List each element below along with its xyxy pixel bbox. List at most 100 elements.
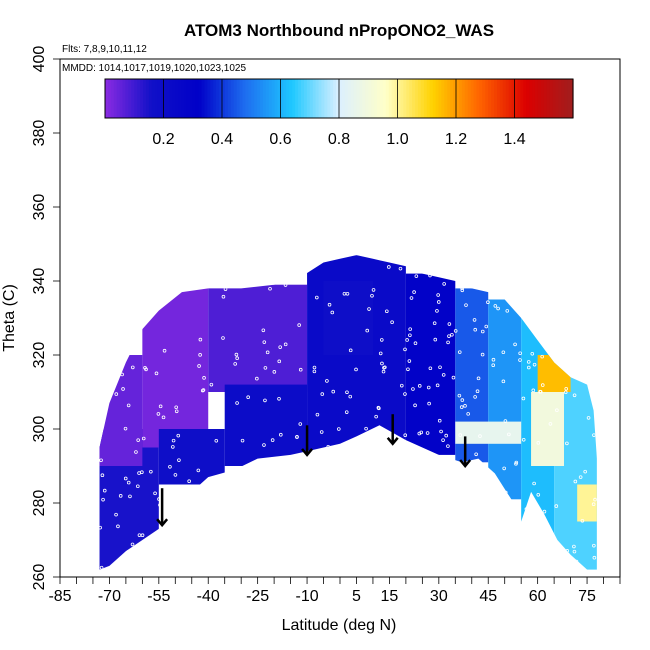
colorbar-swatch xyxy=(435,79,440,118)
sample-point xyxy=(544,306,549,310)
sample-point xyxy=(174,405,178,410)
sample-point xyxy=(548,422,553,426)
colorbar-swatch xyxy=(110,79,115,118)
sample-point xyxy=(436,293,440,297)
colorbar-swatch xyxy=(309,79,314,118)
heatmap-cell-16 xyxy=(323,281,373,355)
sample-point xyxy=(202,376,206,380)
sample-point xyxy=(507,432,511,437)
sample-point xyxy=(198,557,202,562)
sample-point xyxy=(507,276,511,281)
sample-point xyxy=(222,496,227,501)
colorbar-swatch xyxy=(303,79,308,118)
sample-point xyxy=(499,257,504,262)
sample-point xyxy=(315,412,320,417)
sample-point xyxy=(382,365,386,370)
sample-point xyxy=(379,498,384,502)
y-tick-label: 380 xyxy=(31,120,48,147)
sample-point xyxy=(173,273,178,277)
sample-point xyxy=(385,309,389,314)
sample-point xyxy=(242,492,247,497)
sample-point xyxy=(355,445,359,450)
sample-point xyxy=(310,473,315,478)
colorbar-swatch xyxy=(324,79,328,118)
colorbar-swatch xyxy=(423,79,428,118)
sample-point xyxy=(201,530,206,534)
colorbar-swatch xyxy=(543,79,548,118)
y-tick-label: 300 xyxy=(31,416,48,443)
sample-point xyxy=(123,322,128,327)
sample-point xyxy=(470,539,475,544)
sample-point xyxy=(476,480,480,484)
sample-point xyxy=(536,492,541,497)
sample-point xyxy=(174,409,179,414)
sample-point xyxy=(326,472,330,477)
sample-point xyxy=(527,365,531,370)
sample-point xyxy=(408,333,412,338)
sample-point xyxy=(331,389,336,394)
sample-point xyxy=(378,351,383,356)
sample-point xyxy=(444,550,449,555)
sample-point xyxy=(563,390,568,395)
sample-point xyxy=(350,528,355,533)
sample-point xyxy=(368,444,373,449)
sample-point xyxy=(221,336,225,340)
sample-point xyxy=(575,355,579,360)
sample-point xyxy=(221,294,226,299)
sample-point xyxy=(102,488,107,493)
sample-point xyxy=(353,515,358,519)
colorbar-swatch xyxy=(292,79,296,118)
sample-point xyxy=(147,300,151,305)
sample-point xyxy=(295,560,299,565)
sample-point xyxy=(319,430,324,434)
sample-point xyxy=(551,323,555,327)
sample-point xyxy=(153,491,157,496)
sample-point xyxy=(502,466,506,471)
sample-point xyxy=(550,351,554,355)
heatmap-cell-9 xyxy=(488,299,522,500)
sample-point xyxy=(161,415,166,420)
colorbar-swatch xyxy=(371,79,375,118)
sample-point xyxy=(187,479,191,484)
sample-point xyxy=(450,332,454,337)
sample-point xyxy=(403,392,407,396)
colorbar-swatch xyxy=(382,79,387,118)
sample-point xyxy=(261,328,266,333)
colorbar-swatch xyxy=(192,79,197,118)
sample-point xyxy=(279,432,283,437)
sample-point xyxy=(235,356,239,361)
sample-point xyxy=(134,450,138,454)
colorbar-tick-label: 1.0 xyxy=(386,131,408,148)
sample-point xyxy=(280,463,284,468)
colorbar-swatch xyxy=(534,79,539,118)
colorbar-swatch xyxy=(400,79,404,118)
arrow-head-3 xyxy=(459,459,472,468)
sample-point xyxy=(136,438,140,442)
colorbar-swatch xyxy=(289,79,293,118)
colorbar-swatch xyxy=(116,79,121,118)
colorbar-swatch xyxy=(564,79,568,118)
colorbar-swatch xyxy=(561,79,565,118)
sample-point xyxy=(365,328,370,333)
sample-point xyxy=(345,390,349,395)
sample-point xyxy=(200,492,205,496)
sample-point xyxy=(328,255,333,258)
colorbar-swatch xyxy=(181,79,185,118)
sample-point xyxy=(177,284,182,289)
colorbar-swatch xyxy=(394,79,399,118)
sample-point xyxy=(412,521,416,526)
colorbar-swatch xyxy=(265,79,270,118)
sample-point xyxy=(532,362,537,367)
colorbar-swatch xyxy=(239,79,244,118)
sample-point xyxy=(554,504,559,508)
colorbar-swatch xyxy=(461,79,466,118)
sample-point xyxy=(234,352,239,357)
arrows xyxy=(156,414,472,528)
sample-point xyxy=(121,387,125,391)
colorbar-swatch xyxy=(517,79,521,118)
colorbar-swatch xyxy=(230,79,235,118)
colorbar-swatch xyxy=(224,79,229,118)
colorbar-swatch xyxy=(453,79,457,118)
sample-point xyxy=(152,275,157,279)
sample-point xyxy=(457,281,462,286)
